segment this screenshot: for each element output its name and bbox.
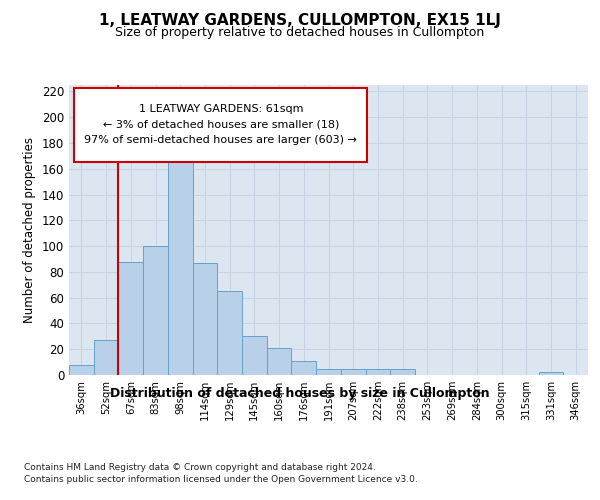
Bar	[193, 263, 217, 375]
Bar	[390, 368, 415, 375]
Text: Distribution of detached houses by size in Cullompton: Distribution of detached houses by size …	[110, 388, 490, 400]
Bar	[217, 291, 242, 375]
Bar	[341, 368, 365, 375]
Bar	[94, 340, 118, 375]
Bar	[365, 368, 390, 375]
Bar	[316, 368, 341, 375]
Text: Contains HM Land Registry data © Crown copyright and database right 2024.
Contai: Contains HM Land Registry data © Crown c…	[24, 462, 418, 484]
Text: 1 LEATWAY GARDENS: 61sqm
← 3% of detached houses are smaller (18)
97% of semi-de: 1 LEATWAY GARDENS: 61sqm ← 3% of detache…	[85, 104, 357, 146]
Bar	[143, 246, 168, 375]
Bar	[292, 361, 316, 375]
Text: Size of property relative to detached houses in Cullompton: Size of property relative to detached ho…	[115, 26, 485, 39]
Bar	[168, 150, 193, 375]
Bar	[539, 372, 563, 375]
Bar	[118, 262, 143, 375]
FancyBboxPatch shape	[74, 88, 367, 162]
Bar	[267, 348, 292, 375]
Bar	[242, 336, 267, 375]
Bar	[69, 364, 94, 375]
Text: 1, LEATWAY GARDENS, CULLOMPTON, EX15 1LJ: 1, LEATWAY GARDENS, CULLOMPTON, EX15 1LJ	[99, 12, 501, 28]
Y-axis label: Number of detached properties: Number of detached properties	[23, 137, 36, 323]
